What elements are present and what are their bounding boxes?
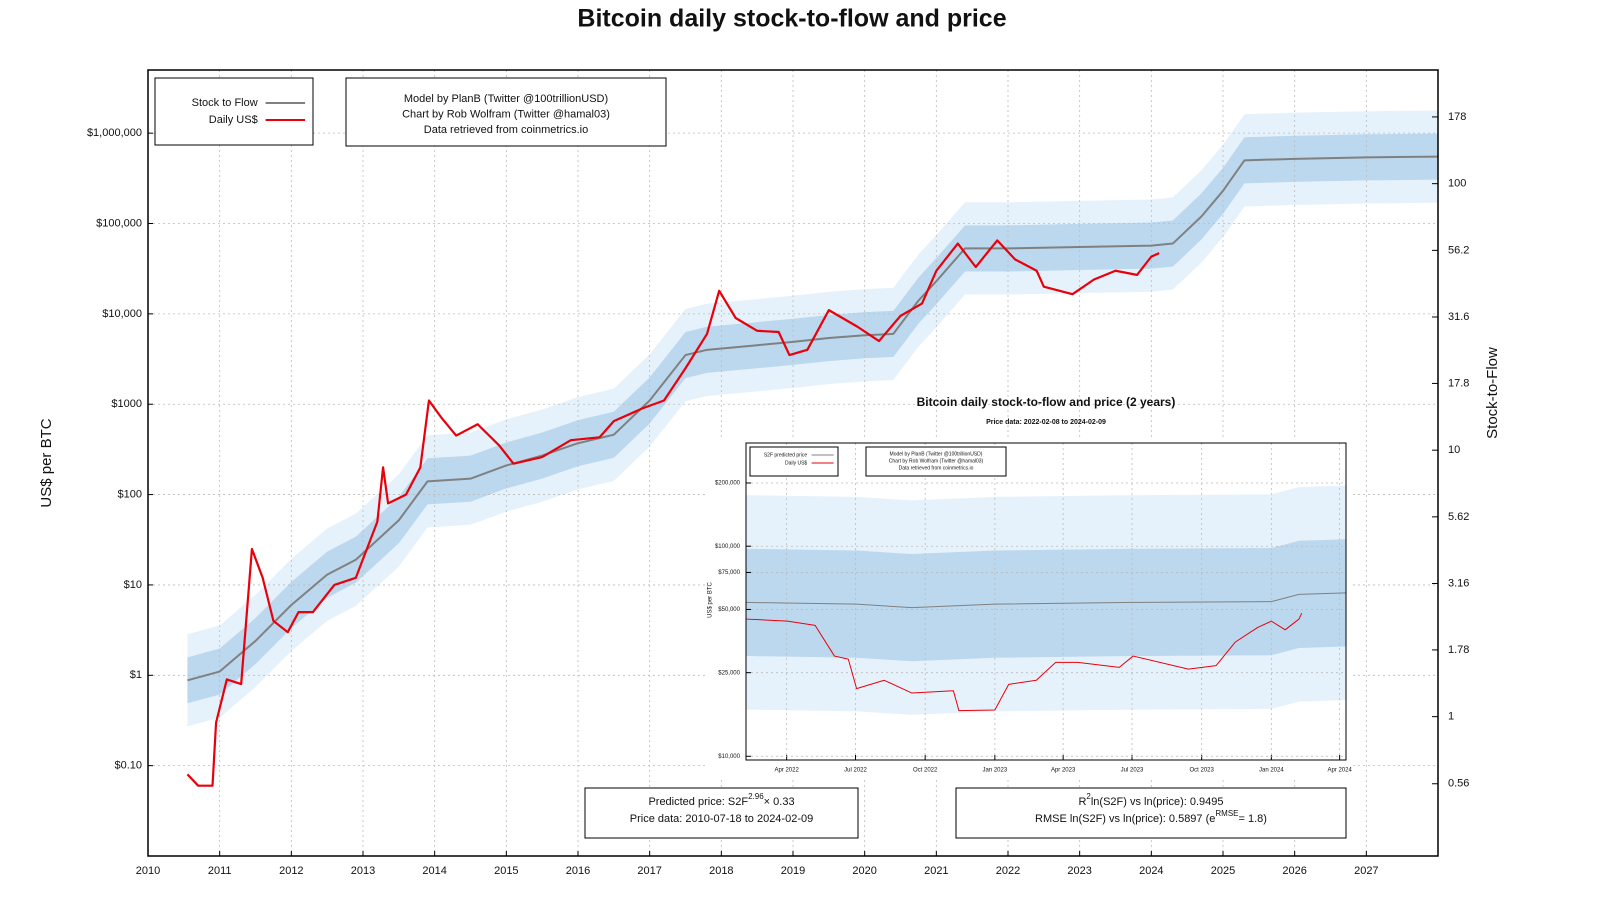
credit-line: Chart by Rob Wolfram (Twitter @hamal03) bbox=[402, 108, 610, 120]
series-line bbox=[187, 155, 1439, 682]
legend-box bbox=[749, 446, 839, 477]
x-tick-label: 2010 bbox=[136, 865, 160, 877]
credit-line: Model by PlanB (Twitter @100trillionUSD) bbox=[890, 451, 983, 457]
credit-line: Chart by Rob Wolfram (Twitter @hamal03) bbox=[889, 458, 984, 464]
legend-label: Stock to Flow bbox=[192, 97, 258, 109]
chart-title: Bitcoin daily stock-to-flow and price bbox=[577, 5, 1006, 33]
x-tick-label: Apr 2024 bbox=[1327, 768, 1352, 774]
y-tick-label: $10 bbox=[124, 579, 142, 591]
y-tick-label: $100,000 bbox=[96, 217, 142, 229]
x-tick-label: 2020 bbox=[852, 865, 876, 877]
inset-subtitle: Price data: 2022-02-08 to 2024-02-09 bbox=[986, 419, 1106, 426]
y-tick-label: $100 bbox=[118, 488, 142, 500]
legend-box bbox=[154, 77, 314, 146]
x-tick-label: 2015 bbox=[494, 865, 518, 877]
note-line: Predicted price: S2F2.96× 0.33 bbox=[648, 792, 794, 808]
x-tick-label: Apr 2023 bbox=[1051, 768, 1076, 774]
note-line: R2ln(S2F) vs ln(price): 0.9495 bbox=[1078, 792, 1223, 808]
y2-tick-label: 0.56 bbox=[1448, 778, 1469, 790]
y-tick-label: $1,000,000 bbox=[87, 127, 142, 139]
x-tick-label: Apr 2022 bbox=[774, 768, 799, 774]
x-tick-label: 2027 bbox=[1354, 865, 1378, 877]
y2-tick-label: 56.2 bbox=[1448, 244, 1469, 256]
x-tick-label: 2024 bbox=[1139, 865, 1163, 877]
x-tick-label: 2025 bbox=[1211, 865, 1235, 877]
x-tick-label: 2017 bbox=[637, 865, 661, 877]
note-text: RMSE ln(S2F) vs ln(price): 0.5897 (e bbox=[1035, 813, 1215, 825]
note-text: × 0.33 bbox=[764, 796, 795, 808]
y-tick-label: $25,000 bbox=[718, 670, 740, 676]
y-tick-label: $200,000 bbox=[715, 481, 741, 487]
x-tick-label: 2021 bbox=[924, 865, 948, 877]
note-superscript: 2 bbox=[1086, 792, 1091, 801]
series-line bbox=[186, 239, 1160, 787]
x-tick-label: 2026 bbox=[1282, 865, 1306, 877]
note-text: Predicted price: S2F bbox=[648, 796, 748, 808]
plot-frame bbox=[147, 69, 1439, 857]
y-tick-label: $10,000 bbox=[102, 308, 142, 320]
y-axis-label: US$ per BTC bbox=[708, 581, 714, 617]
y-tick-label: $1000 bbox=[111, 398, 142, 410]
x-tick-label: 2019 bbox=[781, 865, 805, 877]
y-tick-label: $75,000 bbox=[718, 570, 740, 576]
x-tick-label: 2022 bbox=[996, 865, 1020, 877]
series-line bbox=[745, 612, 1303, 712]
x-tick-label: 2023 bbox=[1067, 865, 1091, 877]
y2-tick-label: 10 bbox=[1448, 444, 1460, 456]
series-line bbox=[745, 592, 1347, 609]
credit-line: Data retrieved from coinmetrics.io bbox=[424, 124, 588, 136]
y-tick-label: $0.10 bbox=[114, 760, 142, 772]
x-tick-label: 2014 bbox=[422, 865, 446, 877]
y-tick-label: $100,000 bbox=[715, 544, 741, 550]
y2-tick-label: 31.6 bbox=[1448, 311, 1469, 323]
y2-tick-label: 178 bbox=[1448, 111, 1466, 123]
credits-box bbox=[865, 446, 1007, 477]
credits-box bbox=[345, 77, 667, 147]
x-tick-label: 2013 bbox=[351, 865, 375, 877]
y2-tick-label: 5.62 bbox=[1448, 511, 1469, 523]
note-line: RMSE ln(S2F) vs ln(price): 0.5897 (eRMSE… bbox=[1035, 809, 1267, 825]
y-axis-label: US$ per BTC bbox=[38, 418, 55, 507]
x-tick-label: 2012 bbox=[279, 865, 303, 877]
credit-line: Model by PlanB (Twitter @100trillionUSD) bbox=[404, 93, 608, 105]
inset-title: Bitcoin daily stock-to-flow and price (2… bbox=[917, 395, 1176, 409]
note-text: ln(S2F) vs ln(price): 0.9495 bbox=[1091, 796, 1224, 808]
legend-label: Daily US$ bbox=[209, 114, 258, 126]
x-tick-label: Oct 2023 bbox=[1189, 768, 1214, 774]
note-superscript: 2.96 bbox=[748, 792, 764, 801]
x-tick-label: Jul 2022 bbox=[844, 768, 867, 774]
note-box bbox=[955, 787, 1347, 839]
x-tick-label: Jan 2023 bbox=[982, 768, 1007, 774]
y2-axis-label: Stock-to-Flow bbox=[1484, 347, 1501, 439]
y-tick-label: $1 bbox=[130, 669, 142, 681]
x-tick-label: Jan 2024 bbox=[1259, 768, 1284, 774]
note-text: = 1.8) bbox=[1239, 813, 1267, 825]
y2-tick-label: 1.78 bbox=[1448, 644, 1469, 656]
plot-frame bbox=[745, 442, 1347, 761]
note-line: Price data: 2010-07-18 to 2024-02-09 bbox=[630, 813, 813, 825]
note-text: R bbox=[1078, 796, 1086, 808]
y2-tick-label: 100 bbox=[1448, 178, 1466, 190]
y2-tick-label: 17.8 bbox=[1448, 377, 1469, 389]
note-text: Price data: 2010-07-18 to 2024-02-09 bbox=[630, 813, 813, 825]
legend-label: Daily US$ bbox=[785, 460, 807, 466]
note-box bbox=[584, 787, 859, 839]
x-tick-label: 2018 bbox=[709, 865, 733, 877]
note-superscript: RMSE bbox=[1215, 809, 1238, 818]
x-tick-label: Jul 2023 bbox=[1121, 768, 1144, 774]
x-tick-label: 2011 bbox=[208, 865, 232, 877]
x-tick-label: Oct 2022 bbox=[913, 768, 938, 774]
y-tick-label: $10,000 bbox=[718, 754, 740, 760]
y-tick-label: $50,000 bbox=[718, 607, 740, 613]
x-tick-label: 2016 bbox=[566, 865, 590, 877]
legend-label: S2F predicted price bbox=[764, 452, 808, 458]
y2-tick-label: 1 bbox=[1448, 711, 1454, 723]
band bbox=[746, 539, 1346, 662]
y2-tick-label: 3.16 bbox=[1448, 577, 1469, 589]
credit-line: Data retrieved from coinmetrics.io bbox=[899, 465, 974, 471]
